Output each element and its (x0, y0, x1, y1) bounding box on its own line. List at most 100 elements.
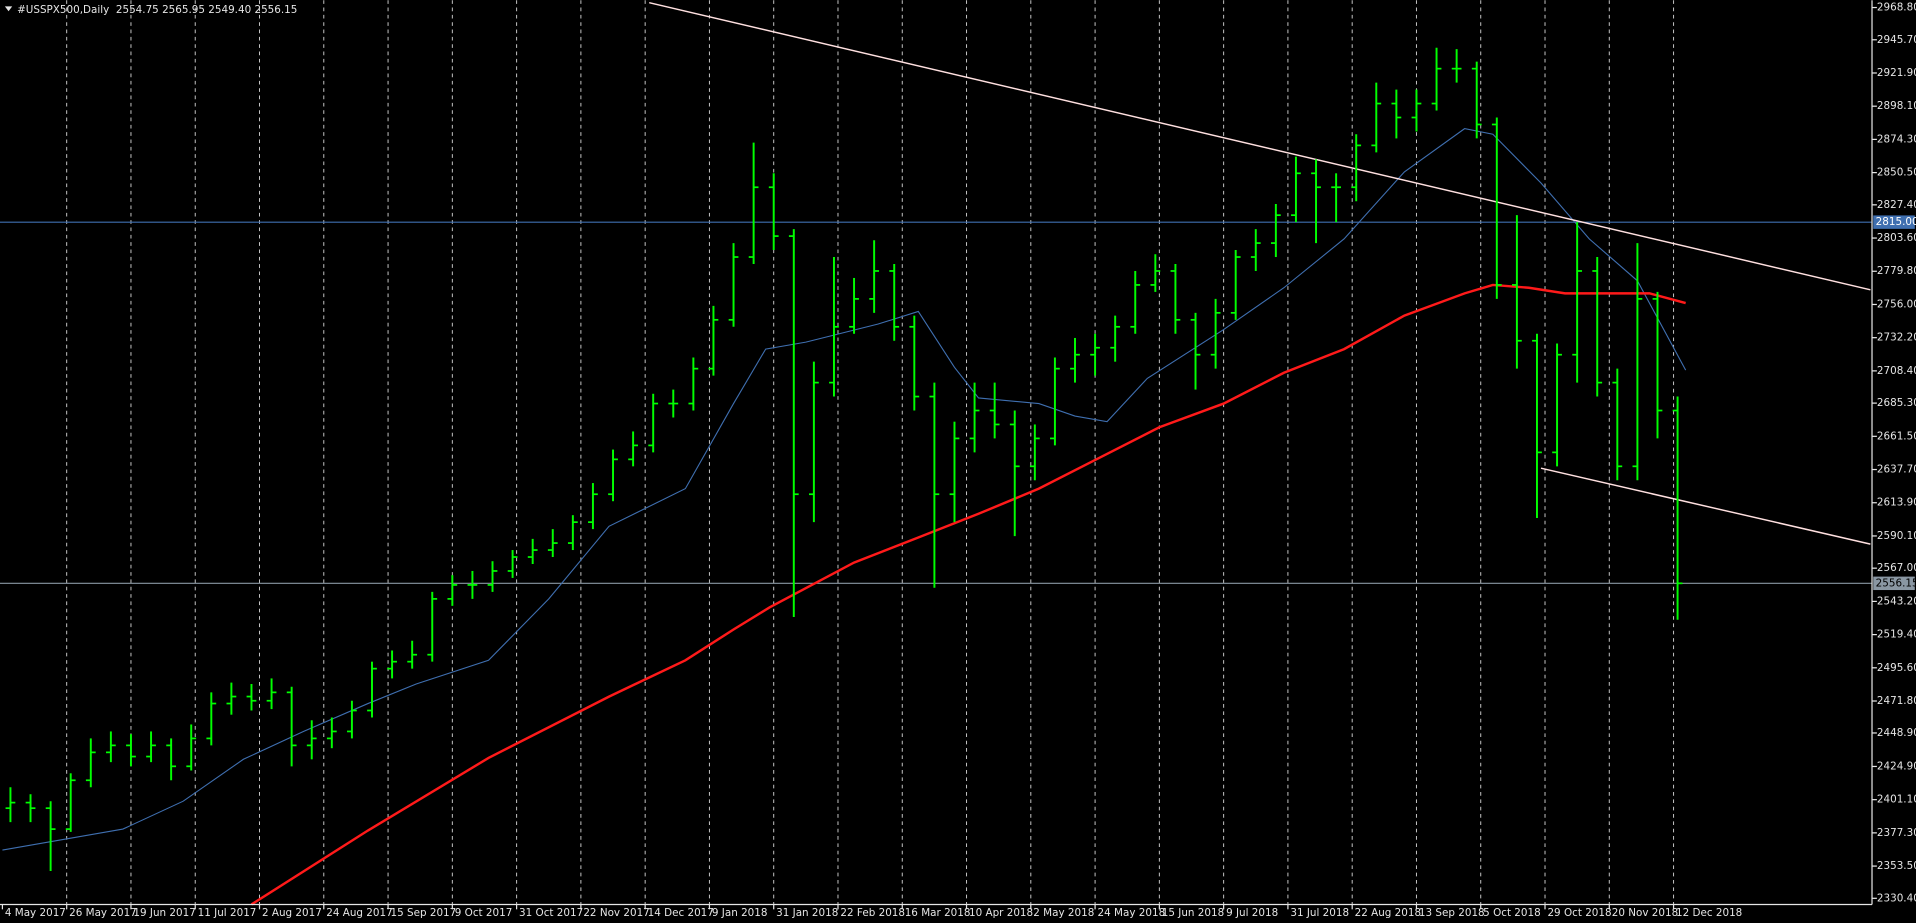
x-tick-label: 22 Feb 2018 (840, 907, 905, 919)
y-tick-label: 2448.90 (1877, 727, 1916, 739)
x-tick-label: 19 Jun 2017 (133, 907, 195, 919)
ohlc-bar (326, 717, 337, 749)
x-tick-label: 9 Jul 2018 (1226, 907, 1278, 919)
y-tick-label: 2661.50 (1877, 430, 1916, 442)
ohlc-bar (65, 773, 76, 832)
y-tick-label: 2803.60 (1877, 232, 1916, 244)
x-tick-label: 31 Jan 2018 (776, 907, 838, 919)
ohlc-bar (226, 682, 237, 715)
x-tick-label: 31 Jul 2018 (1290, 907, 1349, 919)
ohlc-bar (1471, 61, 1482, 139)
y-tick-label: 2968.80 (1877, 2, 1916, 14)
ohlc-bar (1150, 254, 1161, 292)
ohlc-bar (206, 692, 217, 746)
ohlc-bar (1612, 368, 1623, 481)
ohlc-bar (849, 277, 859, 334)
x-tick-label: 11 Jul 2017 (198, 907, 257, 919)
y-tick-label: 2945.70 (1877, 34, 1916, 46)
y-tick-label: 2637.70 (1877, 464, 1916, 476)
ohlc-bar (1572, 222, 1583, 383)
ohlc-bar (748, 142, 759, 265)
level-label: 2815.00 (1876, 216, 1916, 228)
x-tick-label: 16 Mar 2018 (905, 907, 971, 919)
ohlc-bar (1431, 47, 1442, 111)
ohlc-bar (1331, 173, 1342, 223)
ohlc-bar (829, 257, 839, 397)
ohlc-bar (668, 389, 679, 418)
y-tick-label: 2330.40 (1877, 892, 1916, 904)
ohlc-bar (1009, 410, 1020, 537)
ohlc-bar (1311, 159, 1321, 244)
ohlc-bar (949, 421, 960, 523)
y-tick-label: 2519.40 (1877, 629, 1916, 641)
x-tick-label: 15 Sep 2017 (391, 907, 457, 919)
ohlc-bar (989, 382, 1000, 439)
ohlc-bar (1532, 333, 1542, 518)
y-tick-label: 2590.10 (1877, 530, 1916, 542)
y-tick-label: 2424.90 (1877, 760, 1916, 772)
ohlc-bar (1512, 215, 1522, 369)
ohlc-bar (1672, 396, 1683, 620)
menu-arrow[interactable] (4, 6, 13, 12)
ohlc-bar (1070, 337, 1080, 383)
y-tick-label: 2471.80 (1877, 695, 1916, 707)
trendline (1540, 467, 1871, 545)
ohlc-bar (347, 700, 357, 739)
x-tick-label: 22 Aug 2018 (1355, 907, 1421, 919)
y-tick-label: 2850.50 (1877, 167, 1916, 179)
ohlc-bar (547, 529, 558, 558)
ohlc-bar (1652, 291, 1663, 439)
ohlc-bar (1210, 298, 1221, 369)
ohlc-bar (166, 738, 177, 781)
ohlc-bar (1130, 270, 1141, 334)
plot-area (0, 0, 1873, 906)
x-tick-label: 5 Oct 2018 (1483, 907, 1541, 919)
ohlc-bar (628, 431, 638, 467)
ohlc-bar (1491, 117, 1502, 299)
x-tick-label: 24 Aug 2017 (326, 907, 392, 919)
ohlc-bar (909, 315, 920, 411)
x-tick-label: 20 Nov 2018 (1612, 907, 1678, 919)
x-tick-label: 4 May 2017 (5, 907, 66, 919)
ohlc-bar (467, 570, 478, 599)
ohlc-bar (1050, 357, 1060, 446)
ohlc-bar (1110, 315, 1121, 362)
y-tick-label: 2495.60 (1877, 662, 1916, 674)
ohlc-bar (85, 738, 96, 788)
ohlc-bar (387, 650, 397, 679)
ohlc-bar (45, 801, 56, 871)
ohlc-bar (1190, 312, 1201, 390)
moving-average (2, 128, 1687, 851)
ohlc-bar (105, 731, 116, 763)
ohlc-bar (1371, 82, 1382, 153)
x-tick-label: 9 Jan 2018 (712, 907, 768, 919)
ohlc-bar (608, 449, 618, 502)
ohlc-bar (1090, 333, 1100, 376)
ohlc-bar (407, 640, 418, 669)
ohlc-bar (367, 661, 377, 718)
ohlc-bar (186, 724, 197, 771)
y-tick-label: 2756.00 (1877, 298, 1916, 310)
ohlc-bar (648, 393, 659, 453)
y-tick-label: 2874.30 (1877, 133, 1916, 145)
y-tick-label: 2613.90 (1877, 497, 1916, 509)
ohlc-bar (25, 794, 36, 823)
moving-average (250, 283, 1686, 906)
ohlc-bar (728, 243, 739, 327)
ohlc-bar (1451, 49, 1462, 83)
ohlc-bar (1351, 134, 1362, 202)
y-tick-label: 2732.20 (1877, 332, 1916, 344)
ohlc-bar (5, 787, 16, 823)
ohlc-bar (1391, 89, 1402, 139)
ohlc-bar (1230, 250, 1241, 320)
trendline (649, 1, 1871, 291)
ohlc-bar (869, 240, 880, 313)
ohlc-bar (788, 229, 799, 618)
ohlc-bar (507, 550, 518, 578)
ohlc-bar (246, 683, 257, 711)
y-tick-label: 2779.80 (1877, 265, 1916, 277)
x-tick-label: 14 Dec 2017 (648, 907, 714, 919)
ohlc-bar (567, 515, 578, 551)
